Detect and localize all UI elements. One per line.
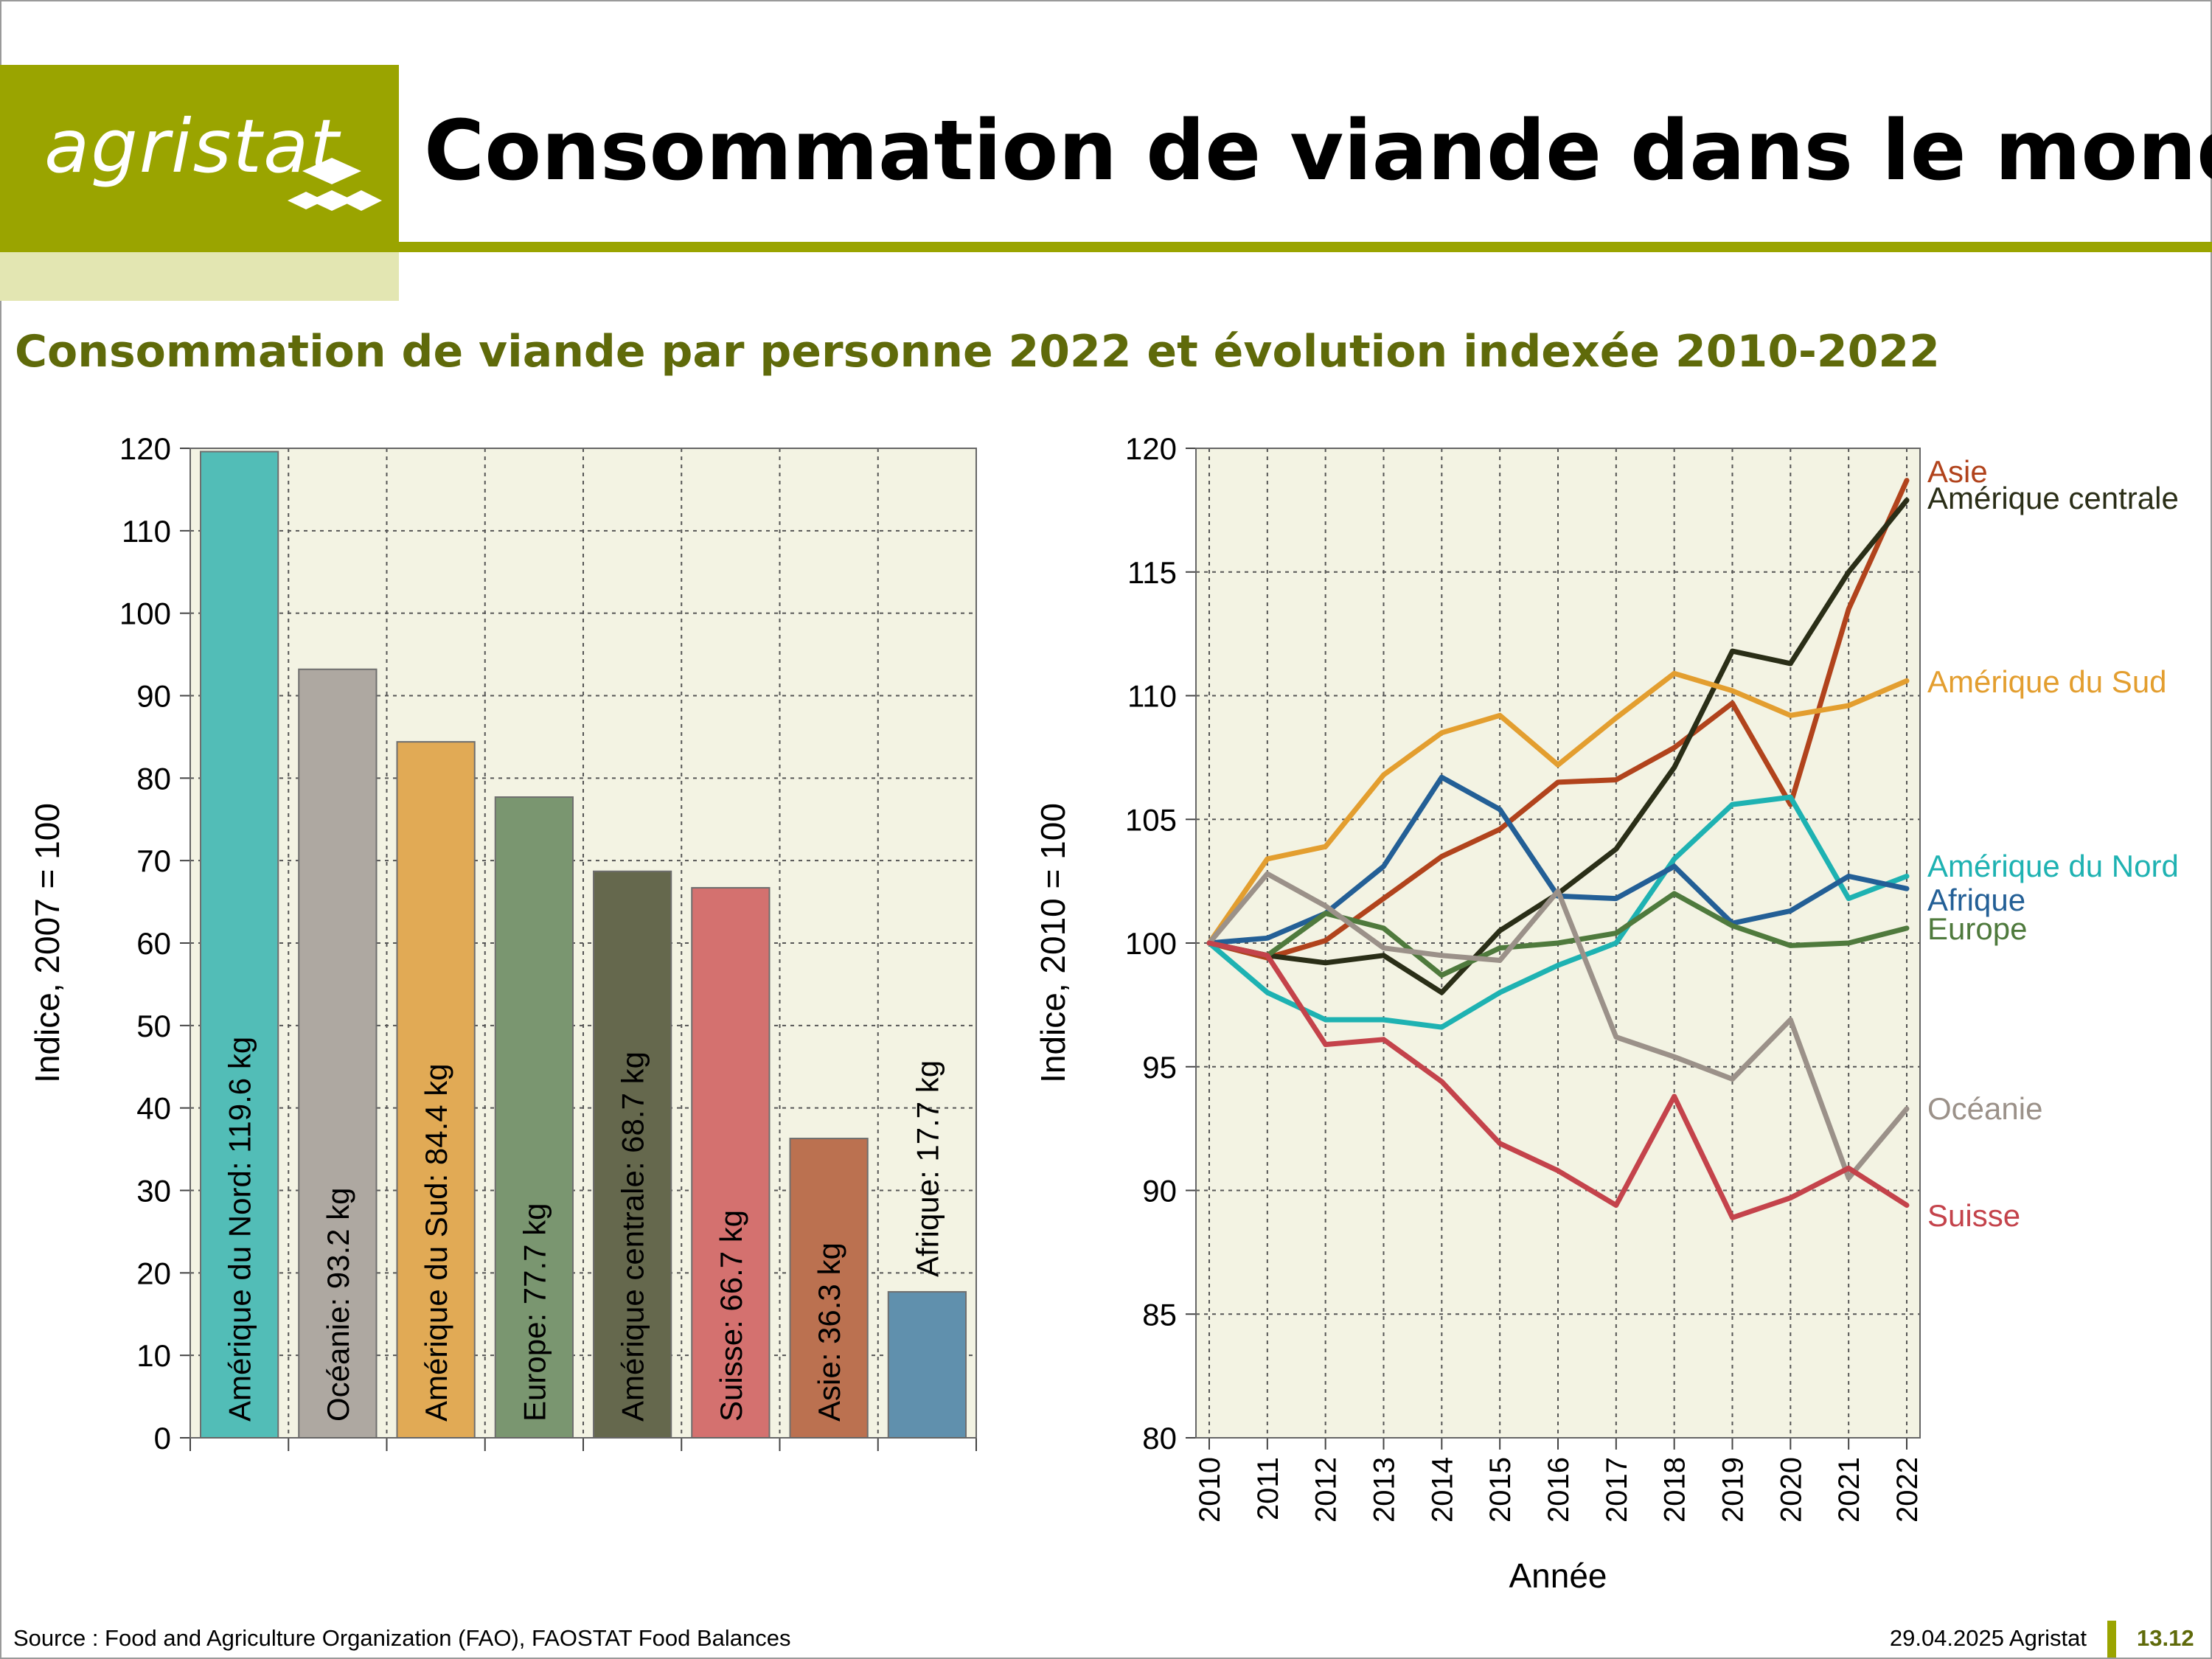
series-line xyxy=(1206,940,1910,1220)
bar-y-tick-label: 40 xyxy=(136,1091,171,1126)
bar-y-tick-label: 100 xyxy=(119,597,171,631)
series-label: Europe xyxy=(1927,911,2027,946)
line-y-tick-label: 115 xyxy=(1127,555,1177,590)
bar-y-tick-label: 60 xyxy=(136,926,171,961)
footer-source: Source : Food and Agriculture Organizati… xyxy=(13,1625,791,1651)
line-x-tick-label: 2014 xyxy=(1426,1457,1458,1523)
bar-y-axis-label: Indice, 2007 = 100 xyxy=(28,803,66,1083)
bar-y-tick-label: 50 xyxy=(136,1009,171,1043)
line-x-tick-label: 2021 xyxy=(1833,1457,1865,1523)
page-title: Consommation de viande dans le monde xyxy=(424,103,2212,199)
line-x-tick-label: 2016 xyxy=(1543,1457,1575,1523)
line-y-tick-label: 95 xyxy=(1142,1050,1177,1085)
chart-subtitle: Consommation de viande par personne 2022… xyxy=(15,326,1940,378)
series-label: Amérique du Sud xyxy=(1927,664,2167,699)
line-x-tick-label: 2011 xyxy=(1252,1457,1284,1520)
series-label: Afrique xyxy=(1927,883,2025,917)
line-y-tick-label: 85 xyxy=(1142,1297,1177,1332)
series-line xyxy=(1206,794,1910,1030)
line-y-tick-label: 90 xyxy=(1142,1174,1177,1208)
line-x-tick-label: 2019 xyxy=(1717,1457,1750,1523)
page-number: 13.12 xyxy=(2137,1625,2194,1651)
line-y-axis-label: Indice, 2010 = 100 xyxy=(1034,803,1072,1083)
bar-data-label: Asie: 36.3 kg xyxy=(812,1242,846,1422)
logo-diamonds-icon xyxy=(288,158,382,211)
bar xyxy=(494,796,574,1439)
line-plot-border xyxy=(1195,448,1921,1439)
bar-data-label: Océanie: 93.2 kg xyxy=(321,1187,355,1422)
bar-y-tick-label: 70 xyxy=(136,844,171,878)
bar xyxy=(396,741,476,1439)
bar-y-tick-label: 120 xyxy=(119,431,171,466)
line-y-tick-label: 110 xyxy=(1127,679,1177,714)
line-y-tick-label: 120 xyxy=(1125,431,1177,466)
line-y-tick-label: 105 xyxy=(1125,802,1177,837)
bar xyxy=(200,451,279,1439)
bar-y-tick-label: 90 xyxy=(136,679,171,714)
line-x-tick-label: 2012 xyxy=(1310,1457,1343,1523)
line-x-tick-label: 2010 xyxy=(1194,1457,1226,1523)
line-x-axis-label: Année xyxy=(1509,1557,1607,1595)
line-x-tick-label: 2020 xyxy=(1775,1457,1807,1523)
bar-y-tick-label: 20 xyxy=(136,1256,171,1290)
line-x-tick-label: 2022 xyxy=(1891,1457,1924,1523)
bar-data-label: Europe: 77.7 kg xyxy=(517,1203,552,1422)
bar xyxy=(691,887,771,1439)
bar-y-tick-label: 110 xyxy=(122,514,171,549)
line-x-tick-label: 2017 xyxy=(1601,1457,1633,1523)
header-rule xyxy=(399,242,2212,252)
series-label: Océanie xyxy=(1927,1091,2042,1126)
line-x-tick-label: 2013 xyxy=(1368,1457,1401,1523)
series-label: Amérique centrale xyxy=(1927,481,2179,515)
line-x-tick-label: 2018 xyxy=(1659,1457,1691,1523)
bar-y-tick-label: 0 xyxy=(154,1421,171,1455)
series-label: Asie xyxy=(1927,454,1988,489)
footer-divider xyxy=(2107,1621,2116,1658)
bar-data-label: Amérique centrale: 68.7 kg xyxy=(616,1051,650,1422)
bar-y-tick-label: 10 xyxy=(136,1338,171,1373)
bar xyxy=(593,870,672,1439)
line-x-tick-label: 2015 xyxy=(1484,1457,1517,1523)
series-label: Amérique du Nord xyxy=(1927,849,2179,883)
line-y-tick-label: 80 xyxy=(1142,1421,1177,1455)
bar xyxy=(298,668,378,1439)
footer-date: 29.04.2025 Agristat xyxy=(1889,1625,2087,1651)
bar-y-tick-label: 30 xyxy=(136,1174,171,1208)
bar-data-label: Amérique du Nord: 119.6 kg xyxy=(223,1037,257,1422)
bar-data-label: Amérique du Sud: 84.4 kg xyxy=(419,1063,453,1422)
series-label: Suisse xyxy=(1927,1198,2020,1233)
bar-y-tick-label: 80 xyxy=(136,761,171,796)
series-line xyxy=(1206,670,1910,946)
series-line xyxy=(1206,871,1910,1181)
series-line xyxy=(1206,891,1910,978)
bar-data-label: Suisse: 66.7 kg xyxy=(714,1210,748,1422)
logo-underlay xyxy=(0,252,399,301)
series-line xyxy=(1206,478,1910,961)
bar xyxy=(887,1291,967,1439)
bar-plot-border xyxy=(189,448,977,1439)
logo-text: agristat xyxy=(44,103,341,189)
line-y-tick-label: 100 xyxy=(1125,926,1177,961)
bar-data-label: Afrique: 17.7 kg xyxy=(910,1060,945,1277)
